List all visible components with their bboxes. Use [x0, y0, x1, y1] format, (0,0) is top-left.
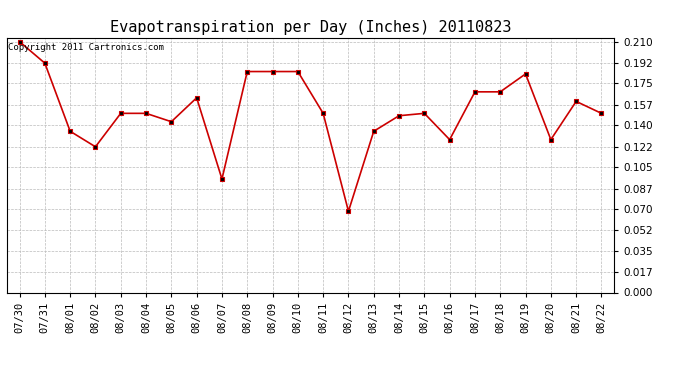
Title: Evapotranspiration per Day (Inches) 20110823: Evapotranspiration per Day (Inches) 2011…	[110, 20, 511, 35]
Text: Copyright 2011 Cartronics.com: Copyright 2011 Cartronics.com	[8, 43, 164, 52]
